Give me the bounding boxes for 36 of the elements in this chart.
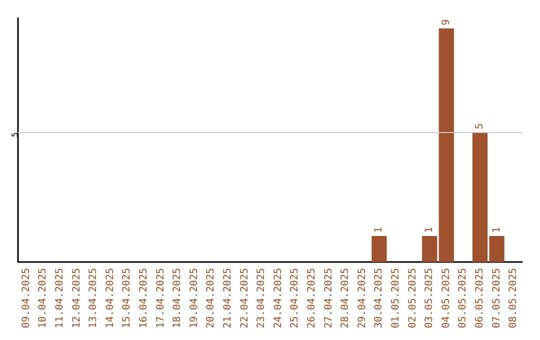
x-tick-label: 06.05.2025 xyxy=(474,268,486,328)
data-label: 9 xyxy=(440,19,452,26)
x-tick-label: 26.04.2025 xyxy=(306,268,318,328)
x-tick-label: 27.04.2025 xyxy=(323,268,334,328)
x-tick-label: 25.04.2025 xyxy=(290,268,301,328)
x-tick-label: 04.05.2025 xyxy=(440,268,452,328)
ref-line-label: 5 xyxy=(10,132,20,138)
x-tick-label: 14.04.2025 xyxy=(104,268,116,328)
x-tick-label: 11.04.2025 xyxy=(54,268,66,328)
x-tick-label: 19.04.2025 xyxy=(188,268,200,328)
x-tick-label: 07.05.2025 xyxy=(491,268,502,328)
x-tick-label: 21.04.2025 xyxy=(222,268,234,328)
x-tick-label: 10.04.2025 xyxy=(38,268,49,328)
x-tick-label: 09.04.2025 xyxy=(20,268,32,328)
x-tick-label: 12.04.2025 xyxy=(71,268,82,328)
x-tick-label: 01.05.2025 xyxy=(390,268,402,328)
x-tick-label: 03.05.2025 xyxy=(424,268,436,328)
data-label: 5 xyxy=(474,123,486,130)
x-tick-label: 30.04.2025 xyxy=(374,268,385,328)
data-label: 1 xyxy=(424,227,436,234)
data-label: 1 xyxy=(491,227,502,234)
data-label: 1 xyxy=(374,227,385,234)
x-tick-label: 15.04.2025 xyxy=(122,268,133,328)
x-tick-label: 02.05.2025 xyxy=(407,268,418,328)
x-tick-label: 29.04.2025 xyxy=(356,268,368,328)
x-tick-label: 08.05.2025 xyxy=(508,268,520,328)
x-tick-label: 20.04.2025 xyxy=(206,268,217,328)
x-tick-label: 23.04.2025 xyxy=(256,268,268,328)
x-tick-label: 17.04.2025 xyxy=(155,268,166,328)
x-tick-label: 16.04.2025 xyxy=(138,268,150,328)
x-tick-label: 18.04.2025 xyxy=(172,268,184,328)
x-tick-label: 05.05.2025 xyxy=(458,268,469,328)
x-tick-label: 28.04.2025 xyxy=(340,268,352,328)
x-tick-label: 22.04.2025 xyxy=(239,268,250,328)
x-tick-label: 13.04.2025 xyxy=(88,268,100,328)
x-tick-label: 24.04.2025 xyxy=(272,268,284,328)
